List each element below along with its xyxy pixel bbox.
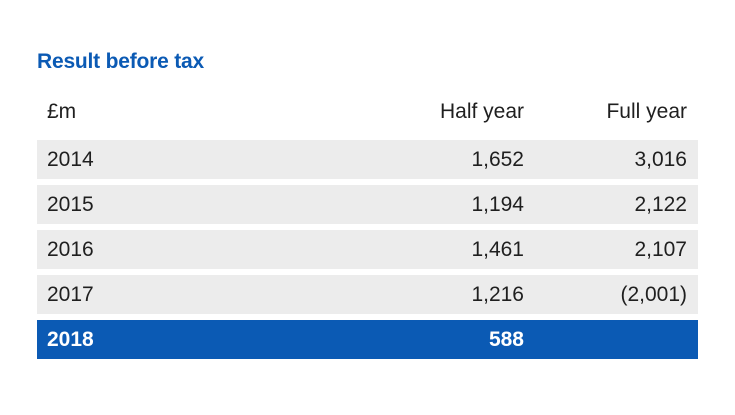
- table-row: 2014 1,652 3,016: [37, 140, 698, 179]
- row-year: 2018: [47, 327, 94, 351]
- row-half-year-value: 1,652: [471, 147, 524, 171]
- table-row: 2017 1,216 (2,001): [37, 275, 698, 314]
- row-half-year-value: 1,216: [471, 282, 524, 306]
- row-half-year-value: 588: [488, 327, 524, 351]
- row-half-year-value: 1,461: [471, 237, 524, 261]
- row-year: 2017: [47, 282, 94, 306]
- table-title: Result before tax: [37, 50, 204, 73]
- row-year: 2016: [47, 237, 94, 261]
- row-full-year-value: 2,122: [634, 192, 687, 216]
- row-full-year-value: (2,001): [620, 282, 687, 306]
- row-full-year-value: 3,016: [634, 147, 687, 171]
- table-row-highlighted: 2018 588: [37, 320, 698, 359]
- row-half-year-value: 1,194: [471, 192, 524, 216]
- table-row: 2015 1,194 2,122: [37, 185, 698, 224]
- header-half-year: Half year: [439, 100, 524, 123]
- table-row: 2016 1,461 2,107: [37, 230, 698, 269]
- header-unit: £m: [47, 100, 77, 123]
- row-full-year-value: 2,107: [634, 237, 687, 261]
- row-year: 2015: [47, 192, 94, 216]
- table-header-row: £m Half year Full year: [37, 92, 698, 132]
- result-table: £m Half year Full year 2014 1,652 3,016 …: [37, 92, 698, 365]
- header-full-year: Full year: [606, 100, 687, 123]
- row-year: 2014: [47, 147, 94, 171]
